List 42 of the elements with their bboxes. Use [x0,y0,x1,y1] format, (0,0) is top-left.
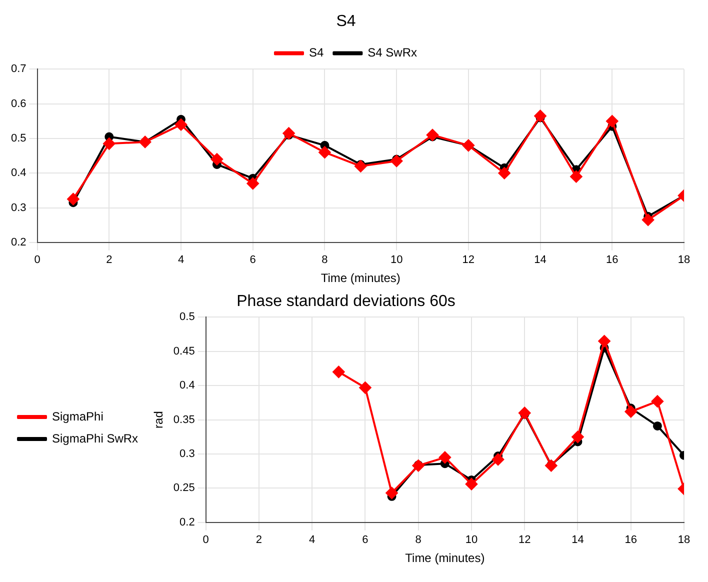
x-tick-label: 12 [462,254,475,266]
y-tick-label: 0.2 [180,516,195,528]
x-tick-label: 8 [322,254,328,266]
y-tick-label: 0.25 [173,482,195,494]
legend-label: SigmaPhi [52,409,104,424]
x-tick-label: 18 [678,254,690,266]
x-tick-label: 8 [415,534,422,546]
y-tick-label: 0.45 [173,345,195,358]
y-tick-label: 0.7 [10,63,26,76]
y-tick-label: 0.35 [173,414,195,426]
legend-label: SigmaPhi SwRx [52,431,138,446]
y-tick-label: 0.5 [10,132,26,145]
x-tick-label: 10 [465,534,478,546]
y-tick-label: 0.5 [180,311,195,324]
x-tick-label: 16 [624,534,637,546]
x-tick-label: 6 [362,534,368,546]
y-tick-label: 0.3 [180,448,195,460]
x-tick-label: 4 [178,254,184,266]
x-tick-label: 2 [106,254,112,266]
legend-label: S4 [308,46,324,60]
chart-title: Phase standard deviations 60s [236,293,456,310]
x-tick-label: 18 [678,534,690,546]
x-tick-label: 4 [309,534,316,546]
y-tick-label: 0.6 [10,98,26,110]
y-tick-label: 0.4 [10,167,26,180]
x-tick-label: 12 [518,534,531,546]
y-tick-label: 0.3 [10,202,26,214]
x-tick-label: 14 [534,254,546,266]
x-tick-label: 0 [202,534,209,546]
chart-title: S4 [336,13,356,30]
x-tick-label: 6 [250,254,256,266]
x-axis-title: Time (minutes) [405,551,485,566]
y-tick-label: 0.2 [10,236,26,248]
x-axis-title: Time (minutes) [320,271,400,286]
x-tick-label: 0 [34,254,40,266]
x-tick-label: 2 [256,534,262,546]
x-tick-label: 10 [390,254,403,266]
y-axis-title: rad [152,411,166,428]
y-tick-label: 0.4 [180,380,195,392]
legend-label: S4 SwRx [368,46,418,60]
x-tick-label: 16 [606,254,618,266]
x-tick-label: 14 [572,534,584,546]
